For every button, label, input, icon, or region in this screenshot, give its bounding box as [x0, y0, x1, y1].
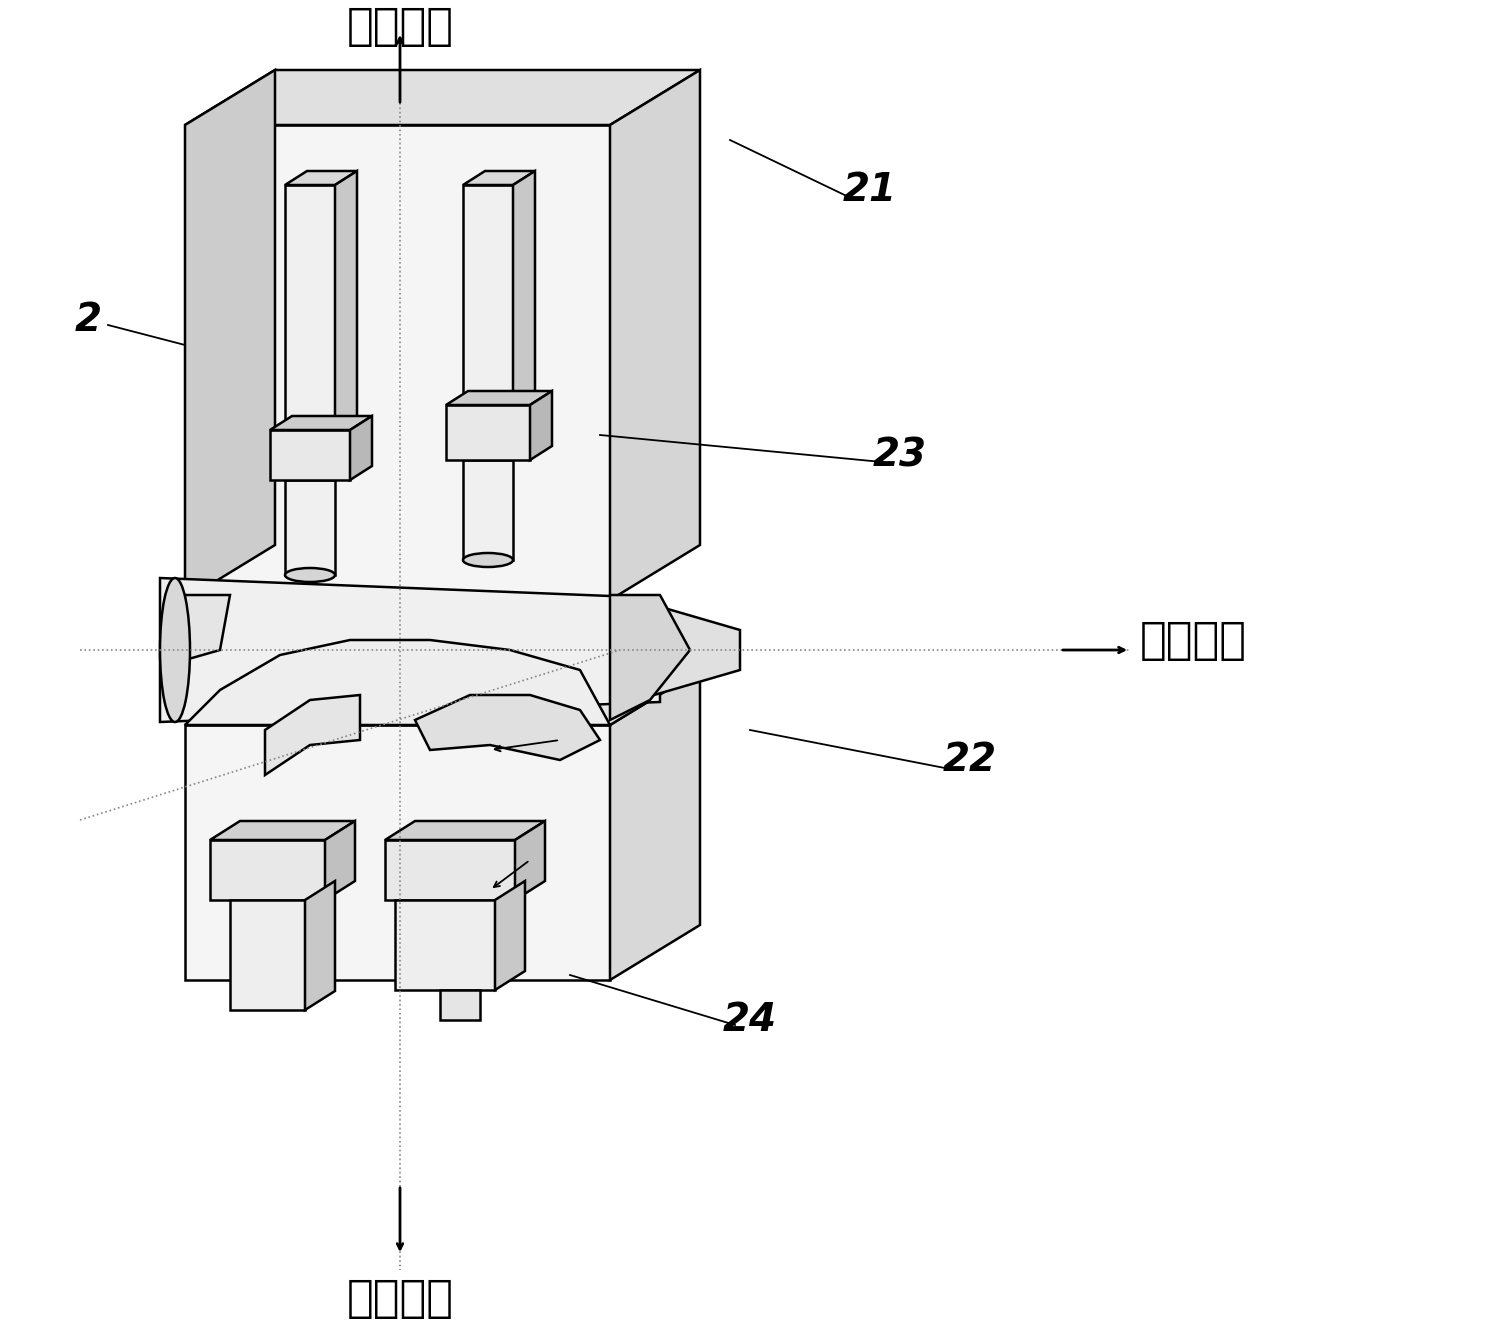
- Polygon shape: [386, 841, 514, 900]
- Polygon shape: [440, 990, 480, 1020]
- Polygon shape: [495, 880, 525, 990]
- Polygon shape: [335, 172, 357, 455]
- Polygon shape: [185, 70, 275, 600]
- Polygon shape: [185, 725, 610, 980]
- Polygon shape: [629, 598, 740, 702]
- Polygon shape: [209, 841, 324, 900]
- Polygon shape: [286, 185, 335, 455]
- Polygon shape: [610, 670, 700, 980]
- Polygon shape: [531, 391, 552, 460]
- Polygon shape: [416, 696, 599, 759]
- Polygon shape: [209, 821, 354, 841]
- Text: 24: 24: [724, 1001, 777, 1039]
- Text: 22: 22: [943, 741, 997, 779]
- Polygon shape: [610, 595, 691, 720]
- Polygon shape: [185, 595, 230, 660]
- Polygon shape: [463, 460, 513, 560]
- Polygon shape: [271, 430, 350, 480]
- Ellipse shape: [286, 568, 335, 583]
- Polygon shape: [324, 821, 354, 900]
- Text: 第一方向: 第一方向: [1141, 618, 1247, 661]
- Polygon shape: [610, 70, 700, 600]
- Polygon shape: [513, 172, 535, 430]
- Polygon shape: [463, 185, 513, 430]
- Polygon shape: [514, 821, 546, 900]
- Polygon shape: [386, 821, 546, 841]
- Polygon shape: [160, 579, 659, 722]
- Ellipse shape: [463, 553, 513, 567]
- Polygon shape: [446, 391, 552, 406]
- Polygon shape: [185, 125, 610, 600]
- Polygon shape: [185, 70, 700, 125]
- Polygon shape: [463, 172, 535, 185]
- Ellipse shape: [160, 579, 190, 722]
- Polygon shape: [271, 416, 372, 430]
- Polygon shape: [395, 900, 495, 990]
- Polygon shape: [185, 640, 610, 725]
- Text: 第三方向: 第三方向: [347, 1277, 453, 1319]
- Polygon shape: [230, 900, 305, 1009]
- Text: 2: 2: [75, 301, 102, 339]
- Polygon shape: [446, 406, 531, 460]
- Polygon shape: [185, 670, 700, 725]
- Text: 21: 21: [843, 172, 897, 209]
- Polygon shape: [286, 172, 357, 185]
- Polygon shape: [305, 880, 335, 1009]
- Polygon shape: [265, 696, 360, 775]
- Text: 23: 23: [873, 436, 927, 473]
- Polygon shape: [350, 416, 372, 480]
- Text: 第二方向: 第二方向: [347, 5, 453, 48]
- Polygon shape: [286, 480, 335, 575]
